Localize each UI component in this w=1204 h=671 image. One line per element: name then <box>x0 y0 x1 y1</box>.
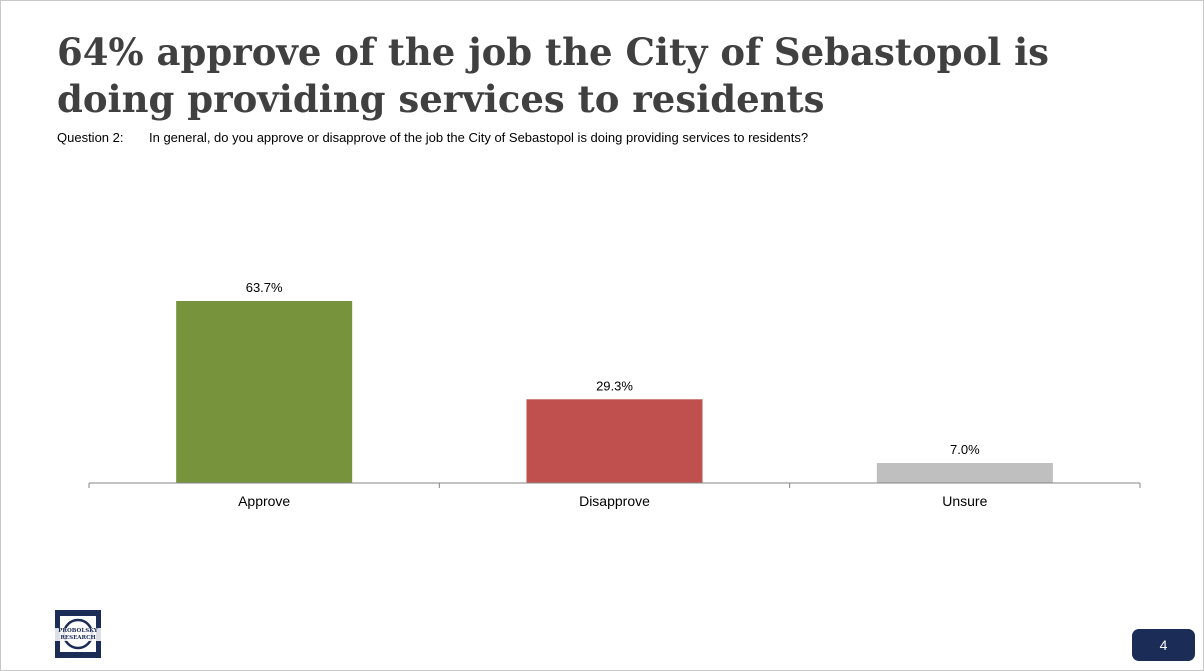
slide-title: 64% approve of the job the City of Sebas… <box>57 30 1049 121</box>
category-label-unsure: Unsure <box>942 493 987 509</box>
data-label-unsure: 7.0% <box>950 442 980 457</box>
question-label: Question 2: <box>57 130 124 145</box>
bar-disapprove <box>526 399 703 483</box>
question-line: Question 2: In general, do you approve or… <box>57 130 808 145</box>
data-label-approve: 63.7% <box>246 280 283 295</box>
data-label-disapprove: 29.3% <box>596 378 633 393</box>
category-label-approve: Approve <box>238 493 290 509</box>
logo-text: PROBOLSKY RESEARCH <box>55 628 101 641</box>
category-label-disapprove: Disapprove <box>579 493 650 509</box>
page-number-badge: 4 <box>1132 629 1195 661</box>
probolsky-research-logo-icon: PROBOLSKY RESEARCH <box>55 610 101 658</box>
bar-unsure <box>876 463 1053 483</box>
bar-approve <box>176 301 353 483</box>
question-text: In general, do you approve or disapprove… <box>149 130 809 145</box>
